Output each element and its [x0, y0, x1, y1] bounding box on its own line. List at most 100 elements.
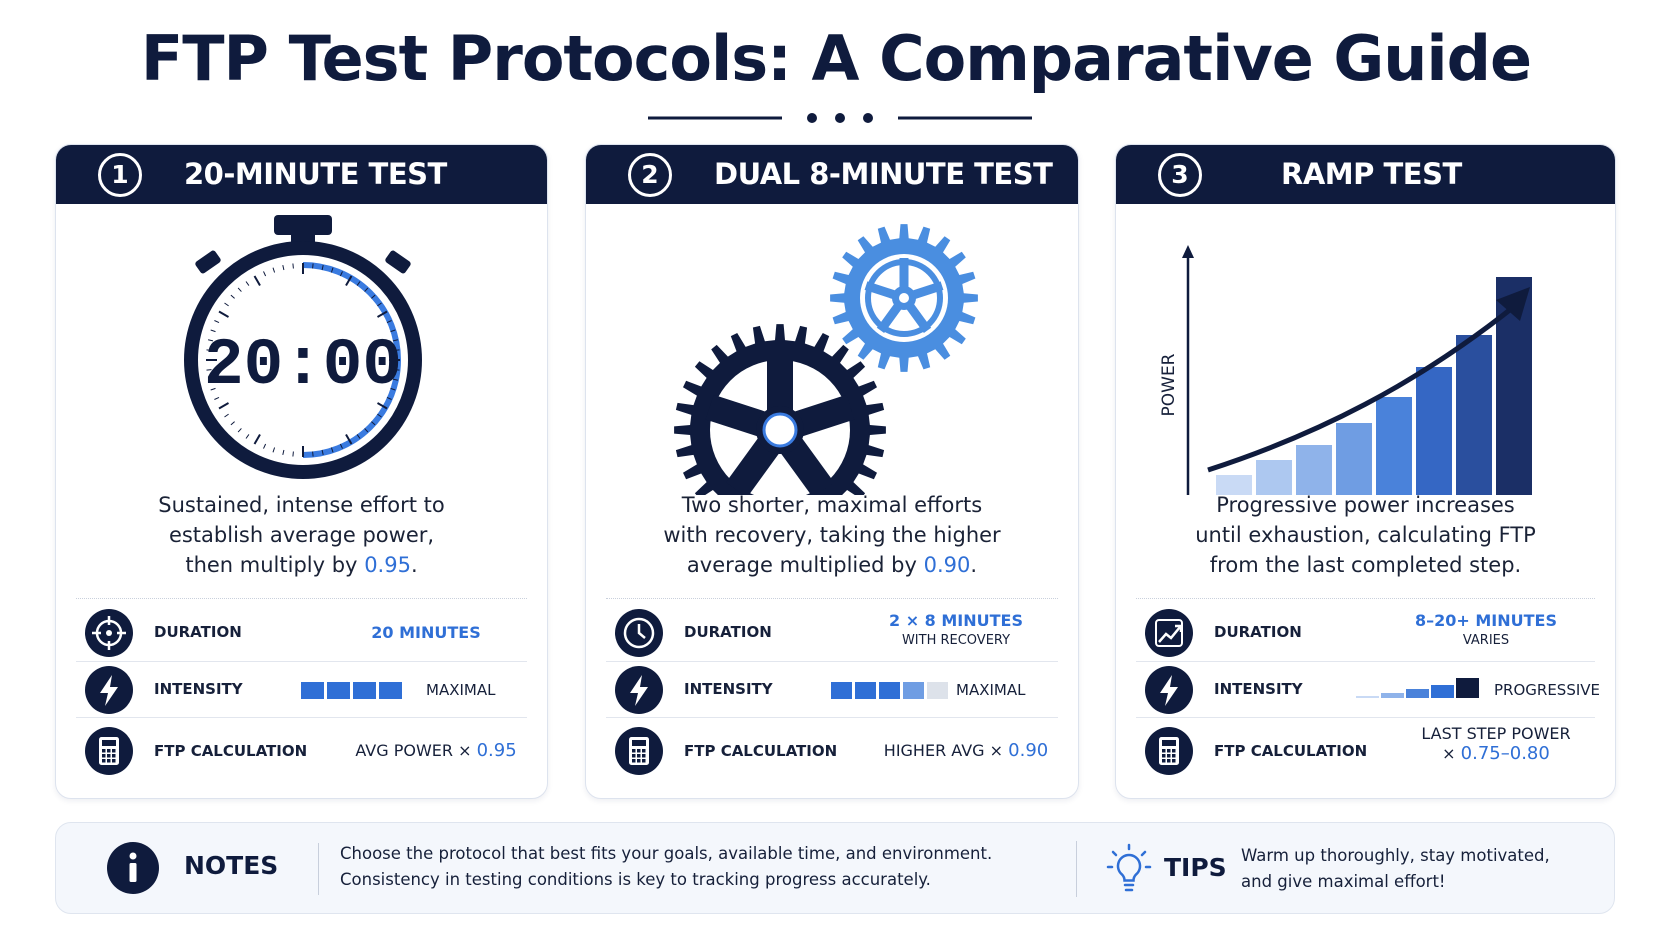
- intensity-row: INTENSITY MAXIMAL: [606, 661, 1058, 717]
- duration-value: 20 MINUTES: [371, 623, 481, 642]
- description-end: .: [410, 553, 418, 577]
- description-line: Two shorter, maximal efforts: [681, 493, 983, 517]
- card: 1 20-MINUTE TEST 20:00 Sustained, intens…: [55, 144, 548, 799]
- tips-text: Warm up thoroughly, stay motivated, and …: [1241, 843, 1550, 895]
- card-header: 2 DUAL 8-MINUTE TEST: [586, 145, 1078, 204]
- duration-row: DURATION 2 × 8 MINUTES WITH RECOVERY: [606, 605, 1058, 661]
- tips-line: and give maximal effort!: [1241, 872, 1446, 891]
- card-title: 20-MINUTE TEST: [184, 157, 447, 191]
- card-title: DUAL 8-MINUTE TEST: [714, 157, 1053, 191]
- tips-label: TIPS: [1164, 853, 1227, 882]
- ftp-factor: 0.90: [1008, 740, 1049, 761]
- row-label: INTENSITY: [684, 680, 773, 698]
- card: 3 RAMP TEST POWER TIME Progressive power…: [1115, 144, 1616, 799]
- y-axis-label: POWER: [1159, 353, 1179, 416]
- ftp-formula: HIGHER AVG × 0.90: [883, 740, 1049, 761]
- row-label: FTP CALCULATION: [1214, 742, 1368, 760]
- intensity-value: PROGRESSIVE: [1494, 681, 1601, 699]
- description-factor: 0.90: [923, 553, 971, 577]
- operator: ×: [989, 741, 1004, 760]
- description-line: until exhaustion, calculating FTP: [1195, 523, 1536, 547]
- card-number: 3: [1158, 153, 1202, 197]
- description: Progressive power increases until exhaust…: [1116, 490, 1615, 580]
- description-line: Progressive power increases: [1216, 493, 1515, 517]
- ftp-row: FTP CALCULATION AVG POWER × 0.95: [76, 717, 527, 787]
- stopwatch-display: 20:00: [204, 328, 402, 403]
- divider: [318, 843, 319, 895]
- ftp-formula: AVG POWER × 0.95: [355, 740, 517, 761]
- illustration: 20:00: [184, 215, 422, 479]
- row-icon: [615, 609, 663, 657]
- ftp-factor: 0.95: [476, 740, 517, 761]
- row-icon: [615, 666, 663, 714]
- footer: NOTES Choose the protocol that best fits…: [55, 822, 1615, 914]
- notes-line: Consistency in testing conditions is key…: [340, 870, 931, 889]
- ftp-formula: LAST STEP POWER × 0.75–0.80: [1421, 724, 1571, 764]
- separator: [76, 598, 527, 599]
- intensity-value: MAXIMAL: [956, 681, 1026, 699]
- row-label: DURATION: [684, 623, 772, 641]
- intensity-row: INTENSITY PROGRESSIVE: [1136, 661, 1600, 717]
- row-label: FTP CALCULATION: [684, 742, 838, 760]
- intensity-value: MAXIMAL: [426, 681, 496, 699]
- row-label: FTP CALCULATION: [154, 742, 308, 760]
- description-line: Sustained, intense effort to: [158, 493, 445, 517]
- description-line: average multiplied by 0.90.: [686, 553, 978, 577]
- title: FTP Test Protocols: A Comparative Guide: [140, 22, 1532, 95]
- notes-label: NOTES: [184, 851, 279, 880]
- illustration: POWER TIME: [1159, 245, 1532, 495]
- duration-value: 8–20+ MINUTES VARIES: [1386, 611, 1586, 648]
- notes-line: Choose the protocol that best fits your …: [340, 844, 993, 863]
- info-icon: [107, 842, 159, 894]
- ftp-row: FTP CALCULATION HIGHER AVG × 0.90: [606, 717, 1058, 787]
- description: Two shorter, maximal efforts with recover…: [586, 490, 1078, 580]
- operator: ×: [458, 741, 472, 760]
- duration-note: VARIES: [1462, 633, 1510, 648]
- row-icon: [615, 727, 663, 775]
- row-label: INTENSITY: [1214, 680, 1303, 698]
- duration-value: 2 × 8 MINUTES WITH RECOVERY: [856, 611, 1056, 648]
- separator: [606, 598, 1058, 599]
- card-title: RAMP TEST: [1281, 157, 1462, 191]
- title-divider: [648, 113, 1032, 123]
- description-line: then multiply by 0.95.: [185, 553, 418, 577]
- card-number: 2: [628, 153, 672, 197]
- notes-text: Choose the protocol that best fits your …: [320, 841, 992, 893]
- description-line: from the last completed step.: [1209, 553, 1522, 577]
- illustration: [674, 224, 978, 495]
- row-icon: [1145, 666, 1193, 714]
- divider: [1076, 841, 1077, 897]
- row-label: INTENSITY: [154, 680, 243, 698]
- card-number: 1: [98, 153, 142, 197]
- row-icon: [85, 727, 133, 775]
- ftp-factor: 0.75–0.80: [1460, 743, 1550, 764]
- row-icon: [1145, 609, 1193, 657]
- description-factor: 0.95: [364, 553, 411, 577]
- gears: [674, 224, 978, 495]
- tips-line: Warm up thoroughly, stay motivated,: [1241, 846, 1550, 865]
- row-icon: [85, 609, 133, 657]
- row-label: DURATION: [154, 623, 242, 641]
- operator: ×: [1442, 744, 1456, 763]
- description-end: .: [970, 553, 978, 577]
- description: Sustained, intense effort to establish av…: [56, 490, 547, 580]
- intensity-blocks: [301, 682, 402, 699]
- card-header: 1 20-MINUTE TEST: [56, 145, 547, 204]
- intensity-blocks: [1356, 678, 1479, 698]
- duration-row: DURATION 8–20+ MINUTES VARIES: [1136, 605, 1595, 661]
- intensity-row: INTENSITY MAXIMAL: [76, 661, 527, 717]
- row-icon: [85, 666, 133, 714]
- duration-row: DURATION 20 MINUTES: [76, 605, 527, 661]
- intensity-blocks: [831, 682, 948, 699]
- row-icon: [1145, 727, 1193, 775]
- description-line: establish average power,: [168, 523, 435, 547]
- bulb-icon: [1106, 843, 1152, 892]
- ramp-chart: POWER TIME: [1159, 245, 1532, 495]
- duration-note: WITH RECOVERY: [901, 633, 1011, 648]
- card-header: 3 RAMP TEST: [1116, 145, 1615, 204]
- stopwatch: 20:00: [184, 215, 422, 479]
- card: 2 DUAL 8-MINUTE TEST Two shorter, maxima…: [585, 144, 1079, 799]
- description-line: with recovery, taking the higher: [663, 523, 1001, 547]
- separator: [1136, 598, 1595, 599]
